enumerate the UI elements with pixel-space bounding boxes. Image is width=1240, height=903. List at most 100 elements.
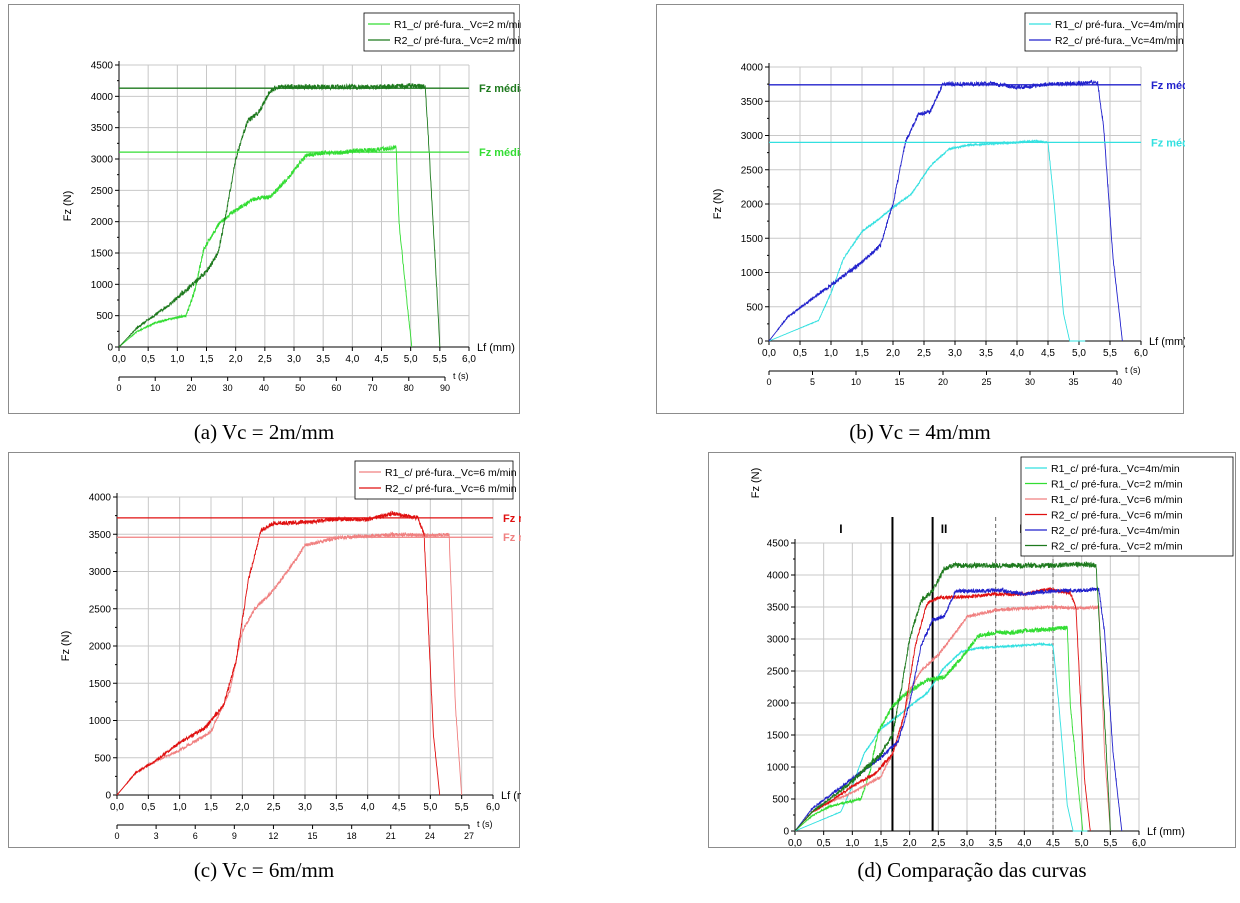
x-tick-label: 0,5 xyxy=(817,838,831,849)
series-line xyxy=(116,531,463,796)
x-tick-label: 1,0 xyxy=(824,348,838,359)
series-line xyxy=(768,139,1086,342)
y-tick-label: 3500 xyxy=(91,123,114,134)
legend-label: R1_c/ pré-fura._Vc=6 m/min xyxy=(1051,494,1183,506)
time-tick-label: 0 xyxy=(116,383,121,393)
x-tick-label: 2,0 xyxy=(229,354,243,365)
time-tick-label: 10 xyxy=(150,383,160,393)
x-tick-label: 1,5 xyxy=(874,838,888,849)
x-tick-label: 5,5 xyxy=(1103,838,1117,849)
x-axis-label: Lf (mm) xyxy=(501,790,521,802)
x-tick-label: 2,5 xyxy=(258,354,272,365)
x-tick-label: 4,0 xyxy=(361,802,375,813)
time-tick-label: 80 xyxy=(404,383,414,393)
mean-line-label: Fz média_R2 xyxy=(503,513,521,525)
y-tick-label: 1500 xyxy=(741,234,764,245)
x-tick-label: 4,5 xyxy=(1046,838,1060,849)
grid-lines xyxy=(769,66,1142,341)
y-tick-label: 500 xyxy=(94,753,111,764)
x-tick-label: 1,5 xyxy=(200,354,214,365)
x-tick-label: 3,0 xyxy=(287,354,301,365)
y-tick-label: 1000 xyxy=(767,763,790,774)
mean-line-label: Fz média_R1 xyxy=(503,532,521,544)
x-tick-label: 0,0 xyxy=(112,354,126,365)
time-tick-label: 30 xyxy=(1025,377,1035,387)
y-axis-label: Fz (N) xyxy=(712,189,724,220)
mean-line-label: Fz média_R2 xyxy=(1151,80,1185,92)
legend-box xyxy=(1024,12,1178,52)
time-axis-label: t (s) xyxy=(1125,365,1141,375)
time-tick-label: 20 xyxy=(186,383,196,393)
series-line xyxy=(794,641,1088,832)
x-tick-label: 5,0 xyxy=(404,354,418,365)
legend-box xyxy=(363,12,515,52)
grid-lines xyxy=(119,64,470,347)
legend-label: R2_c/ pré-fura._Vc=6 m/min xyxy=(1051,510,1183,522)
y-tick-label: 4000 xyxy=(91,92,114,103)
y-tick-label: 2500 xyxy=(91,186,114,197)
x-axis-label: Lf (mm) xyxy=(1147,826,1185,838)
y-axis-label: Fz (N) xyxy=(60,631,72,662)
time-tick-label: 9 xyxy=(232,831,237,841)
time-tick-label: 5 xyxy=(810,377,815,387)
x-tick-label: 0,0 xyxy=(788,838,802,849)
x-tick-label: 6,0 xyxy=(462,354,476,365)
legend-label: R2_c/ pré-fura._Vc=4m/min xyxy=(1055,35,1184,47)
y-axis-label: Fz (N) xyxy=(750,468,762,499)
x-tick-label: 5,0 xyxy=(1075,838,1089,849)
y-tick-label: 1500 xyxy=(89,679,112,690)
x-tick-label: 0,5 xyxy=(141,802,155,813)
x-tick-label: 2,0 xyxy=(235,802,249,813)
x-tick-label: 3,0 xyxy=(960,838,974,849)
time-tick-label: 3 xyxy=(154,831,159,841)
x-tick-label: 3,5 xyxy=(979,348,993,359)
y-tick-label: 1000 xyxy=(741,268,764,279)
x-tick-label: 5,5 xyxy=(455,802,469,813)
time-tick-label: 15 xyxy=(894,377,904,387)
y-tick-label: 1000 xyxy=(89,716,112,727)
y-tick-label: 500 xyxy=(96,311,113,322)
x-tick-label: 4,5 xyxy=(1041,348,1055,359)
x-tick-label: 1,5 xyxy=(855,348,869,359)
series-line xyxy=(794,604,1111,832)
region-label: I xyxy=(839,522,842,536)
y-tick-label: 500 xyxy=(746,302,763,313)
time-tick-label: 25 xyxy=(981,377,991,387)
time-tick-label: 27 xyxy=(464,831,474,841)
x-tick-label: 3,5 xyxy=(329,802,343,813)
mean-line-label: Fz média_R1 xyxy=(479,147,521,159)
y-tick-label: 3000 xyxy=(89,567,112,578)
x-tick-label: 3,0 xyxy=(298,802,312,813)
y-tick-label: 0 xyxy=(783,827,789,838)
time-tick-label: 21 xyxy=(386,831,396,841)
caption-b: (b) Vc = 4m/mm xyxy=(849,420,991,444)
y-tick-label: 1000 xyxy=(91,280,114,291)
time-axis-label: t (s) xyxy=(453,371,469,381)
chart-svg-c: 0 500 1000 1500 2000 2500 3000 3500 4000 0,0 0,5 1,… xyxy=(60,460,521,841)
time-tick-label: 15 xyxy=(308,831,318,841)
x-tick-label: 6,0 xyxy=(1132,838,1146,849)
x-axis-label: Lf (mm) xyxy=(477,342,515,354)
time-tick-label: 70 xyxy=(368,383,378,393)
x-tick-label: 5,0 xyxy=(423,802,437,813)
legend-label: R2_c/ pré-fura._Vc=2 m/min xyxy=(1051,541,1183,553)
y-tick-label: 2000 xyxy=(767,699,790,710)
x-tick-label: 0,0 xyxy=(110,802,124,813)
x-axis-label: Lf (mm) xyxy=(1149,336,1185,348)
time-tick-label: 20 xyxy=(938,377,948,387)
y-tick-label: 4000 xyxy=(767,571,790,582)
x-tick-label: 1,0 xyxy=(173,802,187,813)
y-tick-label: 2500 xyxy=(767,667,790,678)
caption-d: (d) Comparação das curvas xyxy=(857,858,1087,882)
y-tick-label: 500 xyxy=(772,795,789,806)
y-tick-label: 0 xyxy=(107,343,113,354)
y-tick-label: 3500 xyxy=(767,603,790,614)
y-tick-label: 3000 xyxy=(767,635,790,646)
x-tick-label: 2,0 xyxy=(886,348,900,359)
x-tick-label: 3,0 xyxy=(948,348,962,359)
legend-label: R1_c/ pré-fura._Vc=4m/min xyxy=(1055,19,1184,31)
time-tick-label: 90 xyxy=(440,383,450,393)
y-tick-label: 2000 xyxy=(89,642,112,653)
x-tick-label: 2,5 xyxy=(267,802,281,813)
